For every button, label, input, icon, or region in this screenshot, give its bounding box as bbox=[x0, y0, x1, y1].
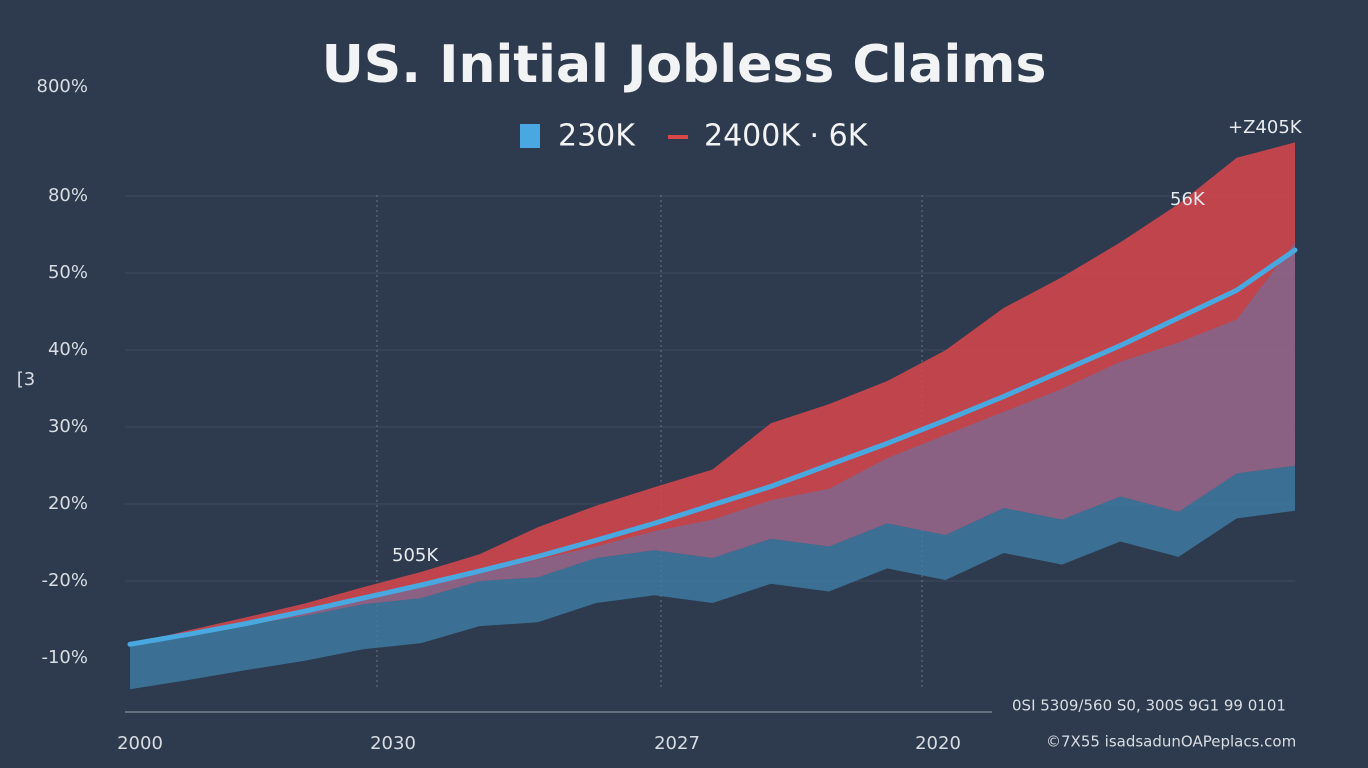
x-tick-label: 2027 bbox=[654, 733, 700, 754]
annotation: 56K bbox=[1170, 189, 1206, 210]
y-axis-title: [3 bbox=[17, 369, 35, 390]
y-tick-label: 20% bbox=[48, 493, 88, 514]
area bbox=[130, 242, 1295, 645]
y-tick-label: 30% bbox=[48, 416, 88, 437]
area bbox=[130, 465, 1295, 690]
legend-swatch bbox=[520, 124, 540, 148]
line bbox=[127, 247, 1298, 647]
annotation: 505K bbox=[392, 545, 439, 566]
y-tick-label: 40% bbox=[48, 339, 88, 360]
legend-label: 230K bbox=[558, 119, 636, 154]
chart-title: US. Initial Jobless Claims bbox=[322, 35, 1047, 95]
y-tick-label: -20% bbox=[41, 570, 88, 591]
y-tick-label: -10% bbox=[41, 647, 88, 668]
x-tick-label: 2030 bbox=[370, 733, 416, 754]
y-tick-label: 50% bbox=[48, 262, 88, 283]
x-tick-label: 2020 bbox=[915, 733, 961, 754]
legend-label: 2400K · 6K bbox=[704, 119, 869, 154]
y-tick-label: 80% bbox=[48, 185, 88, 206]
x-tick-label: 2000 bbox=[117, 733, 163, 754]
annotation: +Z405K bbox=[1228, 117, 1303, 138]
footer-text: ©7X55 isadsadunOAPeplacs.com bbox=[1046, 733, 1296, 751]
legend-swatch bbox=[668, 135, 688, 139]
footer-text: 0SI 5309/560 S0, 300S 9G1 99 0101 bbox=[1012, 697, 1286, 715]
y-tick-label: 800% bbox=[37, 76, 88, 97]
